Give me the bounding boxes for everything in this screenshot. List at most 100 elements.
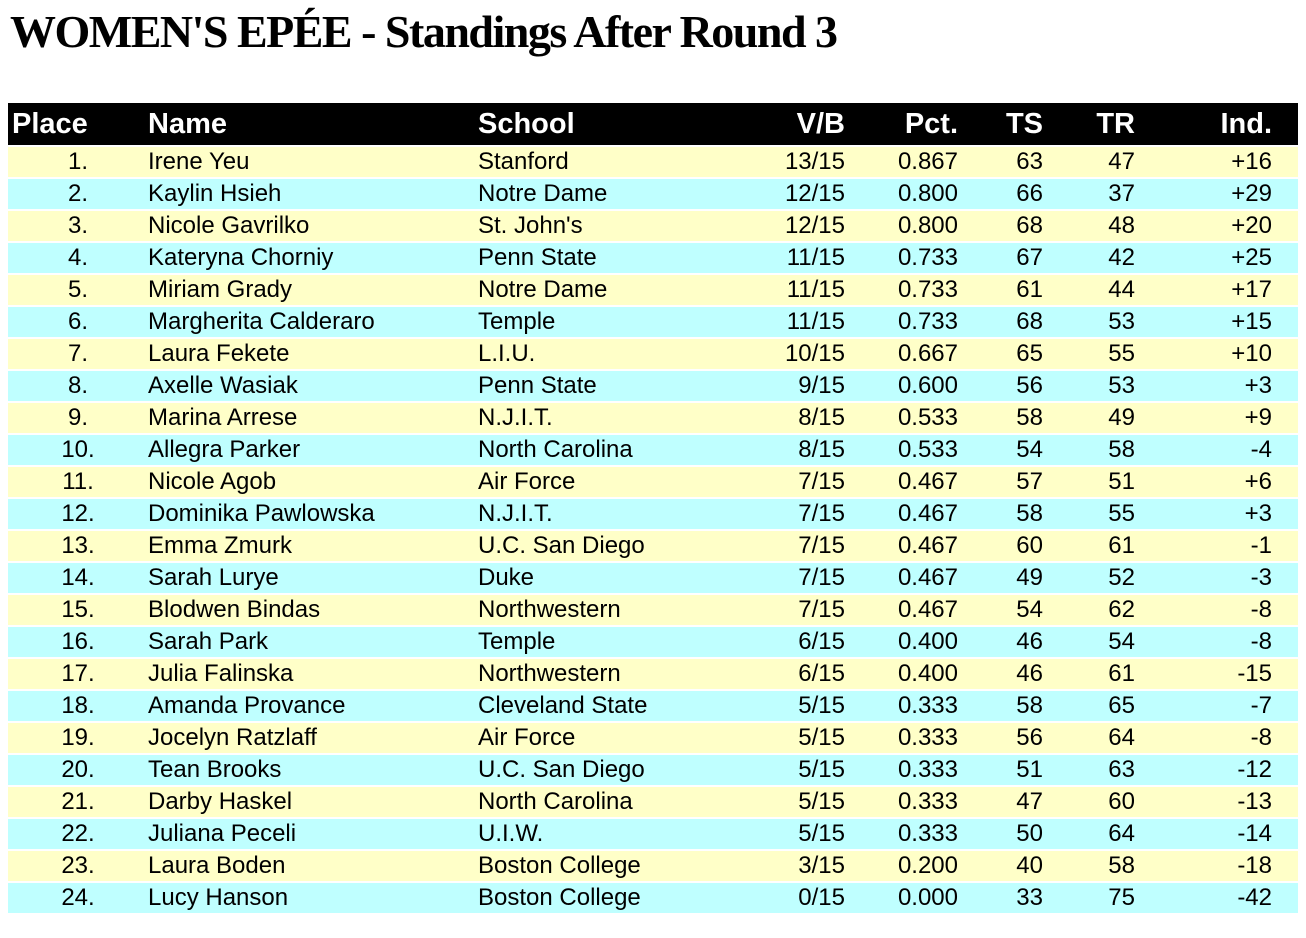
cell-vb: 13/15 — [768, 147, 845, 177]
cell-tr: 54 — [1043, 627, 1135, 657]
cell-ts: 47 — [958, 787, 1043, 817]
cell-place: 22. — [8, 819, 148, 849]
cell-place: 21. — [8, 787, 148, 817]
cell-place: 7. — [8, 339, 148, 369]
cell-ind: -18 — [1135, 851, 1298, 881]
cell-pct: 0.333 — [845, 755, 958, 785]
cell-vb: 7/15 — [768, 531, 845, 561]
cell-pct: 0.733 — [845, 243, 958, 273]
cell-tr: 51 — [1043, 467, 1135, 497]
col-header-name: Name — [148, 103, 478, 145]
cell-school: Boston College — [478, 851, 768, 881]
cell-school: Penn State — [478, 371, 768, 401]
cell-school: Duke — [478, 563, 768, 593]
cell-vb: 7/15 — [768, 467, 845, 497]
cell-name: Margherita Calderaro — [148, 307, 478, 337]
cell-pct: 0.533 — [845, 403, 958, 433]
cell-ind: -7 — [1135, 691, 1298, 721]
cell-pct: 0.400 — [845, 659, 958, 689]
cell-ts: 56 — [958, 723, 1043, 753]
cell-ind: +6 — [1135, 467, 1298, 497]
table-row: 14. Sarah Lurye Duke 7/15 0.467 49 52 -3 — [8, 563, 1298, 593]
cell-ind: +17 — [1135, 275, 1298, 305]
table-row: 23. Laura Boden Boston College 3/15 0.20… — [8, 851, 1298, 881]
cell-tr: 63 — [1043, 755, 1135, 785]
table-row: 22. Juliana Peceli U.I.W. 5/15 0.333 50 … — [8, 819, 1298, 849]
table-row: 16. Sarah Park Temple 6/15 0.400 46 54 -… — [8, 627, 1298, 657]
cell-ind: +29 — [1135, 179, 1298, 209]
cell-tr: 55 — [1043, 499, 1135, 529]
cell-vb: 11/15 — [768, 243, 845, 273]
cell-pct: 0.467 — [845, 563, 958, 593]
cell-pct: 0.867 — [845, 147, 958, 177]
cell-ts: 58 — [958, 403, 1043, 433]
table-row: 20. Tean Brooks U.C. San Diego 5/15 0.33… — [8, 755, 1298, 785]
cell-name: Lucy Hanson — [148, 883, 478, 913]
cell-vb: 8/15 — [768, 403, 845, 433]
cell-school: Northwestern — [478, 659, 768, 689]
cell-ts: 54 — [958, 595, 1043, 625]
cell-name: Marina Arrese — [148, 403, 478, 433]
table-row: 24. Lucy Hanson Boston College 0/15 0.00… — [8, 883, 1298, 913]
cell-pct: 0.000 — [845, 883, 958, 913]
cell-school: North Carolina — [478, 787, 768, 817]
cell-tr: 42 — [1043, 243, 1135, 273]
cell-vb: 11/15 — [768, 307, 845, 337]
cell-vb: 5/15 — [768, 723, 845, 753]
cell-vb: 12/15 — [768, 211, 845, 241]
cell-ts: 46 — [958, 627, 1043, 657]
cell-school: U.C. San Diego — [478, 755, 768, 785]
cell-place: 11. — [8, 467, 148, 497]
cell-ind: +25 — [1135, 243, 1298, 273]
cell-ts: 67 — [958, 243, 1043, 273]
table-row: 4. Kateryna Chorniy Penn State 11/15 0.7… — [8, 243, 1298, 273]
standings-table-body: 1. Irene Yeu Stanford 13/15 0.867 63 47 … — [8, 147, 1298, 913]
cell-name: Laura Fekete — [148, 339, 478, 369]
table-row: 19. Jocelyn Ratzlaff Air Force 5/15 0.33… — [8, 723, 1298, 753]
cell-vb: 7/15 — [768, 563, 845, 593]
cell-ts: 40 — [958, 851, 1043, 881]
cell-tr: 49 — [1043, 403, 1135, 433]
cell-place: 6. — [8, 307, 148, 337]
cell-place: 8. — [8, 371, 148, 401]
cell-name: Sarah Park — [148, 627, 478, 657]
cell-tr: 61 — [1043, 531, 1135, 561]
cell-ind: -13 — [1135, 787, 1298, 817]
table-row: 1. Irene Yeu Stanford 13/15 0.867 63 47 … — [8, 147, 1298, 177]
cell-ts: 54 — [958, 435, 1043, 465]
cell-ind: -4 — [1135, 435, 1298, 465]
table-row: 13. Emma Zmurk U.C. San Diego 7/15 0.467… — [8, 531, 1298, 561]
cell-ind: +16 — [1135, 147, 1298, 177]
cell-pct: 0.733 — [845, 275, 958, 305]
cell-school: Air Force — [478, 723, 768, 753]
cell-vb: 5/15 — [768, 819, 845, 849]
cell-school: Penn State — [478, 243, 768, 273]
cell-pct: 0.800 — [845, 211, 958, 241]
table-row: 12. Dominika Pawlowska N.J.I.T. 7/15 0.4… — [8, 499, 1298, 529]
table-header-row: Place Name School V/B Pct. TS TR Ind. — [8, 103, 1298, 145]
cell-name: Allegra Parker — [148, 435, 478, 465]
cell-name: Amanda Provance — [148, 691, 478, 721]
cell-ind: +10 — [1135, 339, 1298, 369]
cell-ts: 49 — [958, 563, 1043, 593]
cell-ts: 63 — [958, 147, 1043, 177]
cell-vb: 5/15 — [768, 691, 845, 721]
table-row: 15. Blodwen Bindas Northwestern 7/15 0.4… — [8, 595, 1298, 625]
cell-place: 13. — [8, 531, 148, 561]
page-title: WOMEN'S EPÉE - Standings After Round 3 — [10, 6, 838, 57]
cell-ind: +20 — [1135, 211, 1298, 241]
cell-vb: 5/15 — [768, 787, 845, 817]
cell-ts: 50 — [958, 819, 1043, 849]
col-header-vb: V/B — [768, 103, 845, 145]
table-row: 9. Marina Arrese N.J.I.T. 8/15 0.533 58 … — [8, 403, 1298, 433]
cell-ts: 58 — [958, 691, 1043, 721]
cell-name: Julia Falinska — [148, 659, 478, 689]
cell-tr: 52 — [1043, 563, 1135, 593]
cell-school: Stanford — [478, 147, 768, 177]
cell-place: 10. — [8, 435, 148, 465]
cell-tr: 58 — [1043, 851, 1135, 881]
cell-tr: 75 — [1043, 883, 1135, 913]
cell-pct: 0.333 — [845, 819, 958, 849]
cell-tr: 37 — [1043, 179, 1135, 209]
cell-tr: 53 — [1043, 307, 1135, 337]
